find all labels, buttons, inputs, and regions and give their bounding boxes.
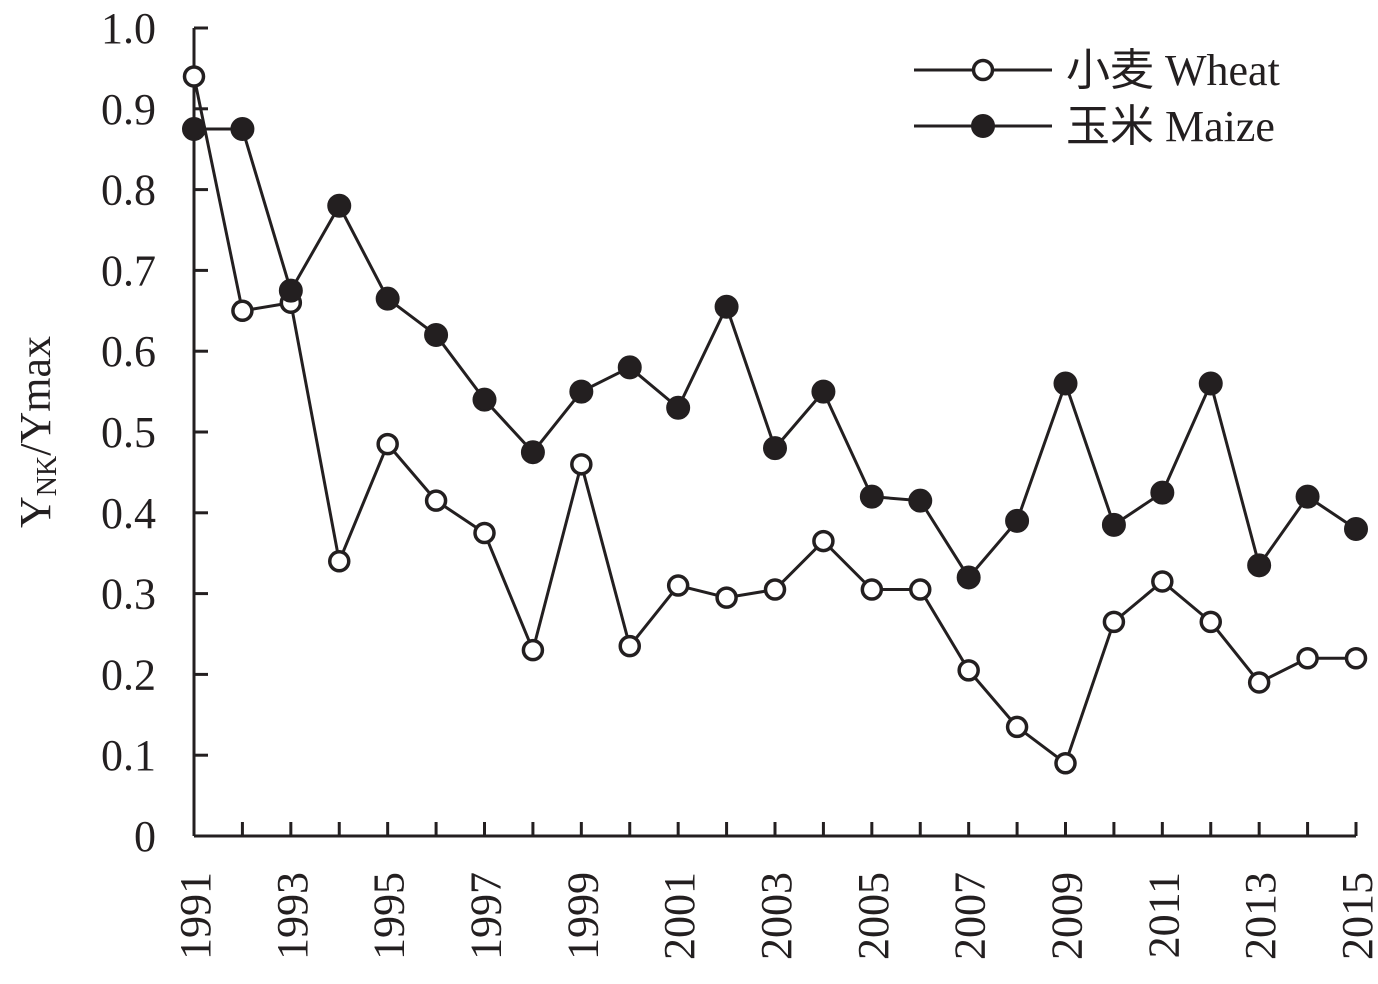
y-tick-label: 0.9 bbox=[101, 85, 156, 134]
y-tick-label: 0.3 bbox=[101, 570, 156, 619]
data-point bbox=[376, 432, 399, 456]
legend-item: 小麦 Wheat bbox=[914, 46, 1280, 95]
series-wheat bbox=[182, 65, 1368, 775]
y-tick-label: 0.4 bbox=[101, 489, 156, 538]
x-axis: 1991 1993 1995 1997 1999 2001 2003 2005 2007 2009… bbox=[171, 822, 1378, 960]
x-tick-label: 2005 bbox=[849, 872, 898, 960]
x-tick-label: 1993 bbox=[268, 872, 317, 960]
y-tick-label: 0.2 bbox=[101, 650, 156, 699]
series-line bbox=[192, 76, 1356, 766]
x-tick-label: 2007 bbox=[946, 872, 995, 960]
data-point bbox=[1247, 553, 1272, 578]
data-point bbox=[763, 436, 787, 461]
data-point bbox=[424, 323, 449, 348]
data-point bbox=[472, 387, 497, 412]
data-point bbox=[375, 286, 400, 311]
data-point bbox=[328, 550, 351, 573]
x-tick-label: 2001 bbox=[655, 872, 704, 960]
data-point bbox=[618, 634, 641, 658]
y-axis-title-rest: /Ymax bbox=[11, 336, 60, 456]
data-point bbox=[859, 484, 884, 509]
legend-marker bbox=[971, 58, 995, 82]
data-point bbox=[763, 578, 787, 601]
data-point bbox=[666, 395, 691, 420]
data-point bbox=[1296, 646, 1319, 670]
data-point bbox=[1344, 646, 1368, 670]
data-point bbox=[1199, 610, 1222, 634]
data-point bbox=[957, 659, 980, 682]
data-point bbox=[1151, 570, 1174, 593]
x-tick-label: 2015 bbox=[1333, 872, 1378, 960]
legend-label: 小麦 Wheat bbox=[1066, 46, 1280, 95]
y-tick-label: 0.6 bbox=[101, 327, 156, 376]
data-point bbox=[908, 488, 933, 513]
data-point bbox=[1005, 508, 1030, 533]
x-tick-label: 1995 bbox=[365, 872, 414, 960]
y-tick-label: 0 bbox=[134, 812, 156, 861]
series-layer bbox=[182, 65, 1368, 775]
x-tick-label: 2011 bbox=[1139, 872, 1188, 958]
data-point bbox=[182, 65, 206, 88]
data-point bbox=[424, 489, 448, 512]
data-point bbox=[1101, 512, 1126, 537]
legend-marker bbox=[971, 114, 995, 138]
data-point bbox=[230, 117, 255, 141]
x-tick-label: 1991 bbox=[171, 872, 220, 960]
y-axis-title: YNK/Ymax bbox=[11, 336, 63, 528]
data-point bbox=[811, 379, 836, 404]
data-point bbox=[812, 529, 835, 553]
data-point bbox=[570, 453, 593, 476]
data-point bbox=[617, 355, 642, 380]
data-point bbox=[666, 574, 690, 597]
series-line bbox=[194, 127, 1357, 580]
data-point bbox=[1295, 484, 1320, 509]
data-point bbox=[1054, 752, 1077, 775]
legend-item: 玉米 Maize bbox=[914, 102, 1275, 151]
y-tick-label: 0.5 bbox=[101, 408, 156, 457]
y-tick-label: 0.1 bbox=[101, 731, 156, 780]
data-point bbox=[909, 578, 932, 601]
data-point bbox=[327, 193, 352, 218]
data-point bbox=[1005, 715, 1029, 739]
data-point bbox=[520, 440, 545, 465]
data-point bbox=[714, 294, 739, 319]
data-point bbox=[1150, 480, 1175, 505]
legend: 小麦 Wheat 玉米 Maize bbox=[914, 46, 1280, 151]
series-maize bbox=[182, 117, 1368, 590]
x-tick-label: 1997 bbox=[462, 872, 511, 960]
legend-label: 玉米 Maize bbox=[1066, 102, 1275, 151]
x-tick-label: 1999 bbox=[558, 872, 607, 960]
svg-text:YNK/Ymax: YNK/Ymax bbox=[11, 336, 63, 528]
data-point bbox=[956, 565, 981, 590]
y-axis: 0 0.1 0.2 0.3 0.4 0.5 0.6 0.7 0.8 0.9 1.0 bbox=[101, 4, 208, 861]
data-point bbox=[278, 278, 303, 303]
data-point bbox=[231, 299, 254, 323]
y-axis-title-main: Y bbox=[11, 496, 60, 528]
data-point bbox=[1344, 516, 1368, 541]
data-point bbox=[473, 521, 496, 545]
data-point bbox=[1102, 610, 1126, 634]
data-point bbox=[1247, 671, 1271, 694]
data-point bbox=[521, 638, 545, 662]
data-point bbox=[1053, 371, 1078, 396]
data-point bbox=[182, 117, 206, 141]
y-tick-label: 0.8 bbox=[101, 166, 156, 215]
x-tick-label: 2003 bbox=[752, 872, 801, 960]
data-point bbox=[569, 379, 594, 404]
data-point bbox=[715, 586, 738, 609]
x-tick-label: 2013 bbox=[1236, 872, 1285, 960]
y-axis-title-subscript: NK bbox=[32, 456, 63, 496]
y-tick-label: 1.0 bbox=[101, 4, 156, 53]
data-point bbox=[860, 578, 884, 601]
y-tick-label: 0.7 bbox=[101, 246, 156, 295]
data-point bbox=[1198, 371, 1223, 396]
x-tick-label: 2009 bbox=[1043, 872, 1092, 960]
